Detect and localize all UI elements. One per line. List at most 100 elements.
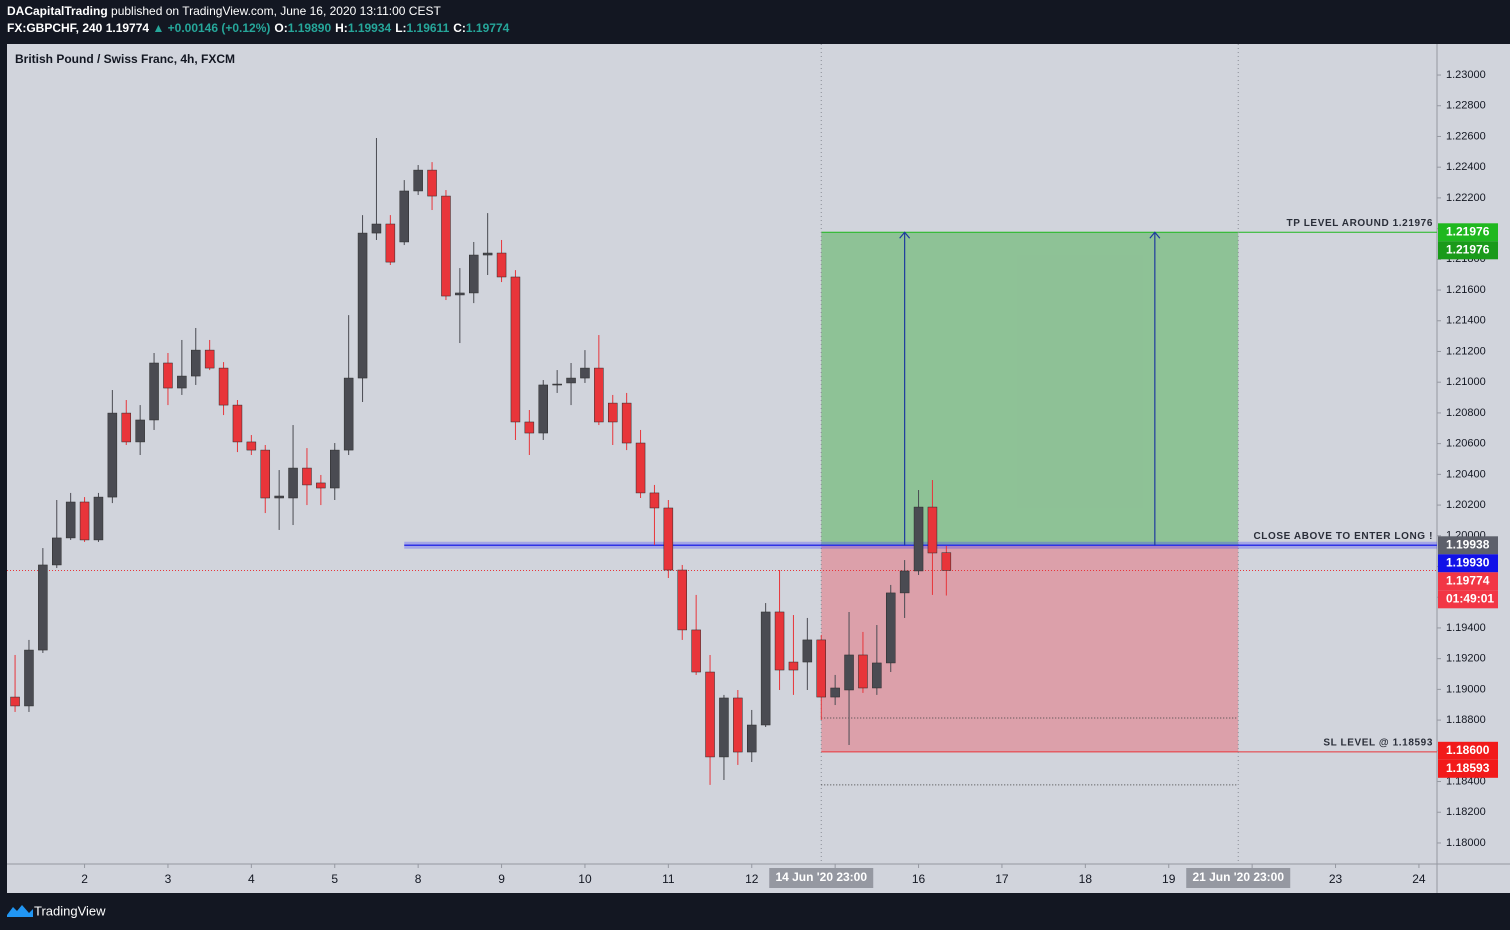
candle-body	[705, 671, 715, 758]
candle-body	[65, 501, 76, 539]
candle-body	[413, 169, 423, 192]
price-label-text: 1.19938	[1446, 537, 1490, 551]
x-tick-label: 3	[165, 872, 172, 886]
published: published on TradingView.com, June 16, 2…	[111, 4, 441, 18]
time-marker-label: 14 Jun '20 23:00	[775, 870, 867, 884]
y-tick-label: 1.19400	[1446, 622, 1486, 634]
candle-body	[844, 654, 854, 691]
annotation: TP LEVEL AROUND 1.21976	[1287, 218, 1433, 229]
ohlc-label: C:	[453, 21, 466, 35]
candle-body	[427, 169, 437, 197]
y-tick-label: 1.19200	[1446, 653, 1486, 665]
price-label-text: 01:49:01	[1446, 591, 1494, 605]
candle-body	[941, 552, 952, 571]
candle-body	[316, 482, 326, 489]
y-tick-label: 1.22200	[1446, 192, 1486, 204]
x-tick-label: 18	[1079, 872, 1093, 886]
x-tick-label: 23	[1329, 872, 1343, 886]
candle-body	[566, 377, 576, 384]
candle-body	[482, 252, 493, 256]
y-tick-label: 1.20200	[1446, 499, 1486, 511]
footer-brand[interactable]: TradingView	[34, 903, 106, 918]
price-label-text: 1.21976	[1446, 224, 1490, 238]
author[interactable]: DACapitalTrading	[7, 4, 108, 18]
candle-body	[24, 649, 34, 707]
candle-body	[927, 506, 938, 554]
price-label	[1438, 759, 1498, 778]
candle-body	[816, 639, 826, 698]
candle-body	[302, 467, 312, 486]
y-tick-label: 1.21400	[1446, 315, 1486, 327]
candle-body	[510, 276, 521, 423]
y-tick-label: 1.22800	[1446, 100, 1486, 112]
ohlc-value: 1.19611	[407, 21, 450, 35]
candle-body	[204, 349, 215, 369]
candle-body	[830, 687, 840, 698]
candle-body	[163, 362, 173, 389]
x-tick-label: 17	[995, 872, 1009, 886]
ohlc-label: L:	[395, 21, 406, 35]
candle-body	[441, 195, 451, 297]
candle-body	[357, 232, 368, 379]
candle-body	[538, 384, 548, 434]
y-tick-label: 1.18800	[1446, 714, 1486, 726]
x-tick-label: 24	[1412, 872, 1426, 886]
price-label-text: 1.19774	[1446, 573, 1490, 587]
x-tick-label: 9	[498, 872, 505, 886]
candle-body	[149, 362, 159, 421]
candle-body	[774, 611, 785, 671]
y-tick-label: 1.20400	[1446, 468, 1486, 480]
price-label	[1438, 741, 1498, 760]
candle-body	[885, 592, 896, 664]
candle-body	[135, 419, 145, 443]
ohlc-label: O:	[274, 21, 287, 35]
candle-body	[649, 492, 660, 509]
candle-body	[594, 367, 604, 423]
candle-body	[719, 697, 729, 758]
price-label	[1438, 223, 1498, 242]
candle-body	[191, 349, 201, 377]
candle-body	[260, 449, 271, 499]
candle-body	[913, 506, 924, 572]
y-tick-label: 1.18400	[1446, 775, 1486, 787]
time-marker	[769, 868, 874, 888]
candle-body	[385, 223, 396, 263]
price-label-text: 1.18593	[1446, 761, 1490, 775]
candle-body	[733, 697, 743, 753]
loss-zone	[821, 545, 1239, 752]
candle-body	[10, 696, 20, 707]
candle-body	[246, 441, 257, 451]
candle-body	[552, 383, 562, 386]
annotation: SL LEVEL @ 1.18593	[1323, 738, 1433, 749]
price-label	[1438, 241, 1498, 260]
ohlc-label: H:	[335, 21, 348, 35]
arrow-head	[899, 231, 911, 239]
x-tick-label: 10	[578, 872, 592, 886]
candle-body	[399, 190, 410, 243]
chart-title: British Pound / Swiss Franc, 4h, FXCM	[15, 52, 235, 66]
candle-body	[93, 496, 104, 541]
candle-body	[746, 724, 757, 753]
candle-body	[330, 449, 340, 489]
last-price: 1.19774	[106, 21, 150, 35]
change: ▲ +0.00146 (+0.12%)	[152, 21, 270, 35]
price-label	[1438, 554, 1498, 573]
candle-body	[218, 367, 229, 406]
y-tick-label: 1.20600	[1446, 438, 1486, 450]
candle-body	[274, 495, 284, 499]
header-line: DACapitalTrading published on TradingVie…	[7, 4, 441, 18]
plot	[7, 44, 1437, 864]
price-label-text: 1.21976	[1446, 242, 1490, 256]
x-tick-label: 4	[248, 872, 255, 886]
ohlc-value: 1.19934	[348, 21, 392, 35]
candle-body	[52, 537, 62, 566]
candle-body	[677, 569, 687, 631]
price-label-text: 1.18600	[1446, 743, 1490, 757]
price-label	[1438, 572, 1498, 591]
candle-body	[872, 662, 882, 689]
candle-body	[38, 564, 48, 651]
logo	[7, 905, 33, 917]
annotation: CLOSE ABOVE TO ENTER LONG !	[1253, 531, 1433, 542]
